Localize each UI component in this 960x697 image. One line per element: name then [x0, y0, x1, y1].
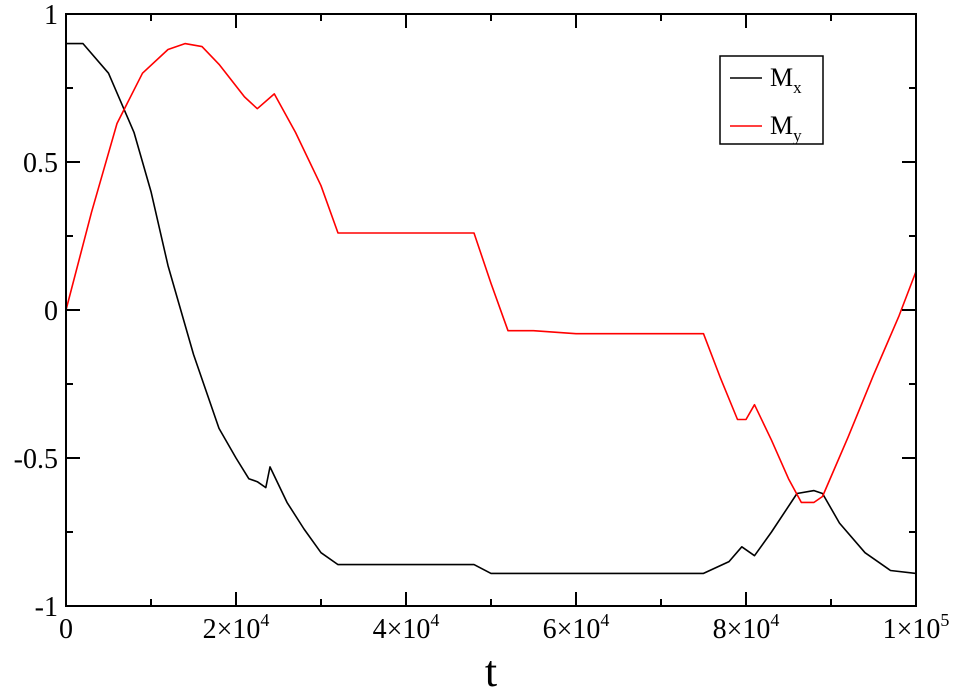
y-tick-label: -1: [35, 592, 58, 623]
y-tick-label: 0: [44, 296, 58, 327]
series-line-y: [65, 42, 917, 504]
plot-area: [65, 42, 917, 575]
axis-ticks: 0 2×104 4×104 6×104 8×104 1×105 -1 -0.5 0 0.5 1: [14, 0, 950, 645]
x-tick-label: 0: [59, 614, 73, 645]
legend-label: Mx: [770, 63, 802, 97]
legend: Mx My: [719, 55, 824, 145]
x-axis-title: t: [485, 647, 497, 696]
legend-label: My: [770, 111, 802, 145]
x-tick-label: 2×104: [203, 610, 270, 645]
series-line-x: [66, 42, 917, 575]
x-tick-label: 4×104: [373, 610, 440, 645]
x-tick-label: 6×104: [543, 610, 610, 645]
y-tick-label: 0.5: [23, 148, 58, 179]
x-tick-label: 1×105: [883, 610, 950, 645]
y-tick-label: -0.5: [14, 444, 58, 475]
x-tick-label: 8×104: [713, 610, 780, 645]
y-tick-label: 1: [44, 0, 58, 31]
legend-box: [719, 55, 824, 145]
